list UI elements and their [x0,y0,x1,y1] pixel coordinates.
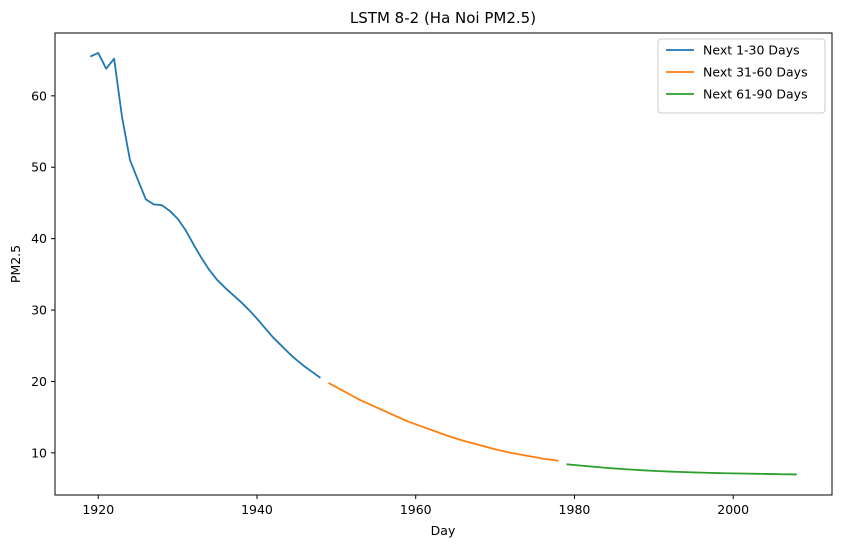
legend-label: Next 61-90 Days [703,87,808,102]
x-tick-label: 2000 [717,502,749,517]
plot-area [89,52,797,476]
x-axis-title: Day [431,523,456,538]
axes-frame [54,32,833,496]
x-tick-label: 1920 [82,502,114,517]
x-tick-label: 1940 [241,502,273,517]
y-tick-label: 30 [31,303,47,318]
chart-title: LSTM 8-2 (Ha Noi PM2.5) [350,9,536,27]
series-line-2 [327,382,559,462]
y-axis-title: PM2.5 [8,245,23,283]
y-tick-label: 20 [31,374,47,389]
axes: 1920 1940 1960 1980 2000 10 20 30 40 50 60 [31,32,833,517]
legend-label: Next 1-30 Days [703,43,800,58]
legend-label: Next 31-60 Days [703,65,808,80]
y-tick-label: 10 [31,445,47,460]
x-tick-label: 1960 [400,502,432,517]
y-tick-label: 60 [31,88,47,103]
y-tick-label: 40 [31,231,47,246]
y-tick-label: 50 [31,160,47,175]
legend-box [657,38,826,114]
series-line-1 [89,52,322,379]
x-tick-label: 1980 [559,502,591,517]
series-line-3 [566,463,797,476]
legend: Next 1-30 Days Next 31-60 Days Next 61-90 … [657,38,826,114]
